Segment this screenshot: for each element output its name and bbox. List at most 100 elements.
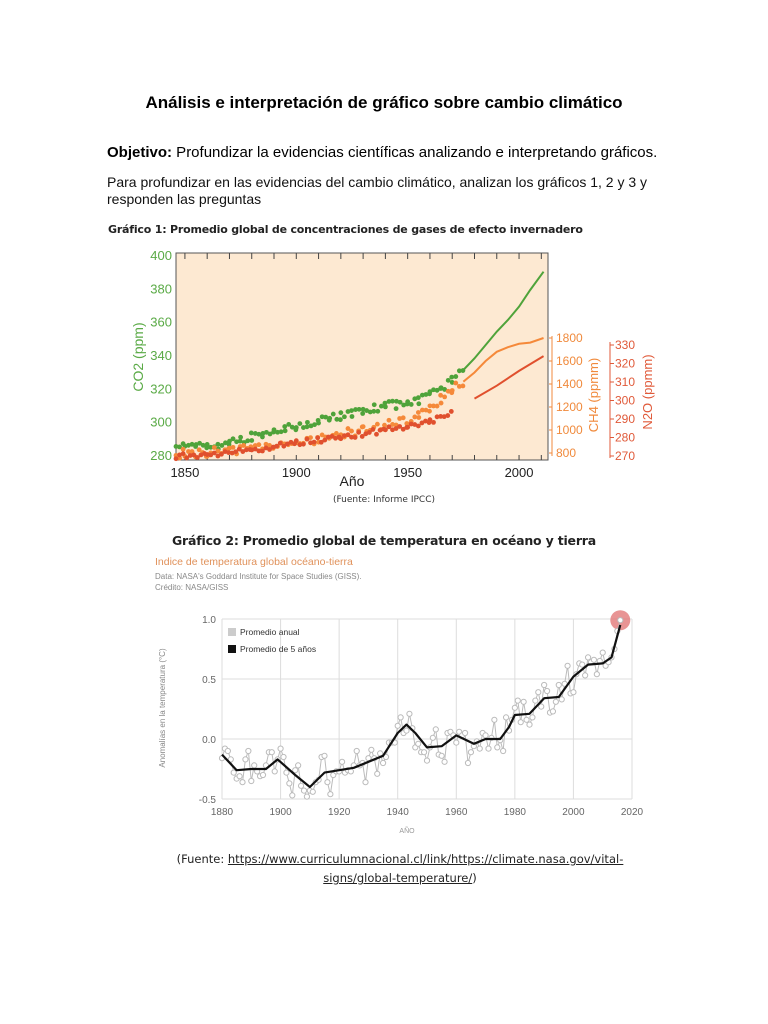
ch4-point bbox=[412, 414, 418, 420]
ch4-point bbox=[345, 426, 351, 431]
n2o-point bbox=[382, 427, 388, 433]
co2-point bbox=[367, 409, 373, 415]
n2o-point bbox=[325, 434, 331, 440]
annual-point bbox=[259, 771, 267, 779]
n2o-point bbox=[308, 440, 313, 446]
n2o-point bbox=[240, 449, 246, 454]
ch4-point bbox=[390, 422, 395, 427]
ch4-tick-label: 800 bbox=[556, 446, 576, 460]
annual-point bbox=[362, 779, 369, 786]
ch4-point bbox=[434, 403, 440, 409]
n2o-tick-label: 300 bbox=[615, 394, 635, 408]
co2-point bbox=[293, 425, 299, 430]
annual-point bbox=[564, 662, 571, 669]
x-tick-label: 1960 bbox=[445, 807, 468, 818]
annual-point bbox=[224, 747, 231, 755]
annual-point bbox=[514, 697, 521, 704]
co2-point bbox=[431, 387, 436, 393]
ch4-point bbox=[460, 383, 466, 389]
co2-point bbox=[349, 408, 354, 413]
annual-point bbox=[251, 762, 258, 769]
annual-point bbox=[590, 656, 598, 663]
ch4-point bbox=[211, 445, 217, 450]
co2-point bbox=[390, 398, 395, 404]
co2-point bbox=[260, 434, 265, 440]
co2-point bbox=[227, 438, 232, 444]
annual-point bbox=[538, 703, 545, 710]
co2-tick-label: 300 bbox=[150, 415, 172, 430]
annual-point bbox=[289, 792, 296, 799]
legend-swatch-five-year bbox=[228, 645, 236, 653]
annual-point bbox=[415, 740, 422, 747]
annual-point bbox=[286, 780, 293, 787]
annual-point bbox=[438, 752, 445, 759]
co2-point bbox=[371, 408, 377, 414]
x-tick-label: 1920 bbox=[328, 807, 351, 818]
y-tick-label: -0.5 bbox=[199, 795, 217, 806]
annual-point bbox=[461, 729, 469, 737]
ch4-tick-label: 1000 bbox=[556, 423, 583, 437]
annual-point bbox=[242, 756, 249, 763]
x-tick-label: 1900 bbox=[282, 465, 311, 480]
co2-point bbox=[297, 421, 303, 426]
ch4-tick-label: 1200 bbox=[556, 400, 583, 414]
n2o-point bbox=[434, 414, 440, 420]
annual-point bbox=[268, 749, 275, 756]
annual-point bbox=[482, 732, 489, 739]
x-tick-label: 2000 bbox=[505, 465, 534, 480]
annual-point bbox=[599, 649, 606, 656]
ch4-point bbox=[397, 416, 403, 421]
legend-label-five-year: Promedio de 5 años bbox=[240, 644, 316, 654]
x-tick-label: 1900 bbox=[269, 807, 292, 818]
n2o-point bbox=[393, 426, 399, 431]
n2o-point bbox=[187, 453, 193, 458]
co2-point bbox=[289, 424, 295, 430]
n2o-point bbox=[284, 441, 290, 447]
n2o-point bbox=[322, 437, 328, 443]
annual-point bbox=[502, 714, 510, 721]
annual-point bbox=[295, 762, 302, 769]
co2-point bbox=[305, 419, 310, 425]
annual-point bbox=[397, 714, 404, 721]
n2o-point bbox=[173, 456, 179, 462]
co2-point bbox=[338, 410, 344, 416]
co2-point bbox=[356, 406, 362, 412]
co2-point bbox=[419, 392, 425, 398]
annual-point bbox=[292, 767, 299, 774]
annual-point bbox=[552, 698, 559, 705]
co2-point bbox=[248, 430, 254, 436]
annual-point bbox=[338, 758, 346, 765]
chart2-caption: Gráfico 2: Promedio global de temperatur… bbox=[172, 533, 596, 548]
n2o-point bbox=[329, 433, 335, 439]
annual-point bbox=[429, 734, 436, 741]
ch4-line bbox=[462, 337, 544, 383]
source-link[interactable]: https://www.curriculumnacional.cl/link/h… bbox=[227, 852, 624, 885]
x-tick-label: 1950 bbox=[393, 465, 422, 480]
x-tick-label: 1850 bbox=[170, 465, 199, 480]
n2o-tick-label: 320 bbox=[615, 357, 635, 371]
annual-point bbox=[453, 739, 460, 746]
co2-point bbox=[393, 406, 399, 412]
n2o-point bbox=[191, 452, 197, 458]
annual-point bbox=[300, 787, 308, 794]
n2o-point bbox=[184, 455, 190, 461]
annual-point bbox=[297, 782, 305, 789]
n2o-point bbox=[397, 424, 403, 429]
ch4-point bbox=[267, 442, 272, 448]
n2o-point bbox=[304, 436, 310, 442]
annual-point bbox=[543, 687, 551, 695]
co2-point bbox=[204, 441, 210, 447]
co2-point bbox=[427, 389, 433, 395]
intro-paragraph: Para profundizar en las evidencias del c… bbox=[107, 174, 648, 207]
n2o-tick-label: 330 bbox=[615, 338, 635, 352]
n2o-point bbox=[277, 440, 283, 446]
x-tick-label: 2020 bbox=[621, 807, 644, 818]
co2-point bbox=[177, 444, 182, 450]
n2o-point bbox=[400, 426, 406, 432]
co2-point bbox=[282, 428, 288, 434]
annual-point bbox=[280, 753, 287, 761]
legend-swatch-annual bbox=[228, 628, 236, 636]
ch4-point bbox=[438, 400, 444, 406]
annual-point bbox=[432, 726, 439, 733]
co2-tick-label: 320 bbox=[150, 381, 172, 396]
